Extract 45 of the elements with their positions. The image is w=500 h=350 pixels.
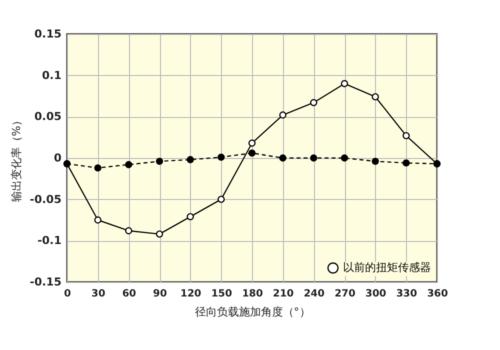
point [372,93,379,100]
x-tick-label: 330 [396,288,418,300]
x-tick-label: 240 [304,288,325,300]
x-tick-label: 30 [91,288,106,300]
point [218,196,225,203]
legend-label: 以前的扭矩传感器 [343,261,431,274]
point [279,111,286,119]
x-tick-label: 270 [334,288,356,300]
x-tick-label: 360 [427,288,448,300]
point [402,159,410,167]
y-tick-label: 0 [54,152,62,164]
point [94,164,102,172]
point [218,154,225,161]
point [186,213,194,220]
point [156,158,164,165]
point [94,216,102,224]
point [279,154,286,162]
x-axis-title: 径向负载施加角度（°） [194,306,310,318]
x-tick-label: 60 [122,288,136,300]
x-tick-label: 90 [153,288,167,300]
y-tick-label: -0.1 [37,234,62,248]
x-tick-label: 210 [272,288,294,300]
y-tick-label: -0.15 [30,276,62,288]
point [248,149,256,157]
x-tick-label: 300 [365,288,386,300]
point [186,156,194,164]
point [310,99,318,106]
point [125,161,132,168]
x-tick-label: 120 [180,288,202,300]
point [340,154,348,162]
point [156,230,164,238]
x-tick-label: 150 [211,288,232,300]
point [372,158,379,165]
y-axis-title: 输出变化率（%） [10,114,23,202]
point [310,154,318,162]
point [125,227,132,234]
point [340,80,348,88]
y-tick-label: 0.05 [34,110,62,124]
point [402,132,410,140]
y-tick-label: 0.15 [34,28,62,40]
point [248,140,256,147]
x-tick-label: 0 [64,288,72,300]
x-tick-label: 180 [242,288,263,300]
y-tick-label: -0.05 [30,192,62,206]
y-tick-label: 0.1 [42,68,62,82]
